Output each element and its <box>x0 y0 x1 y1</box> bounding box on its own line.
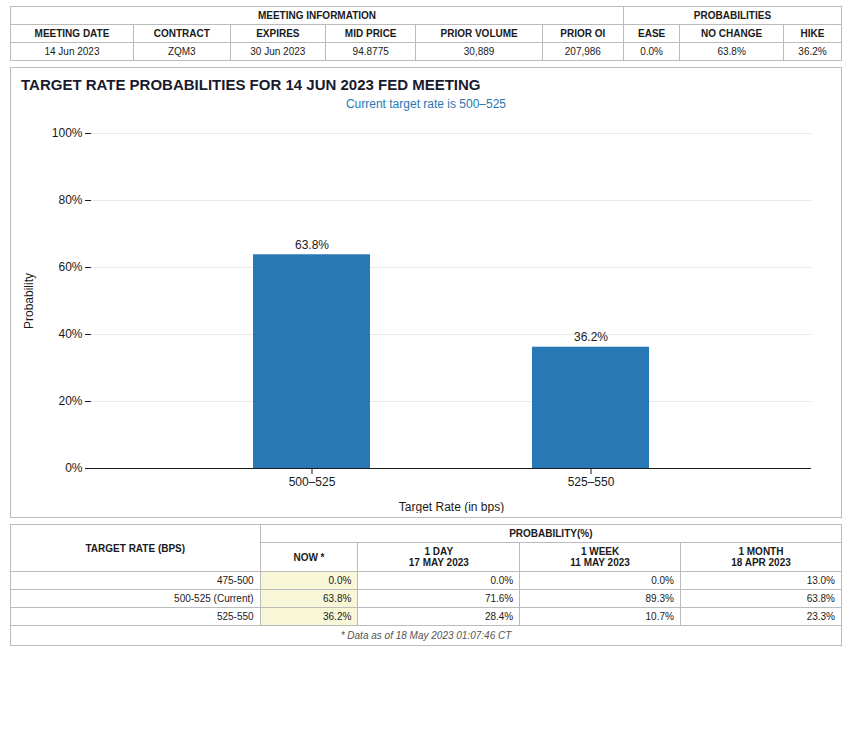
html-text:PRIOR VOLUME: PRIOR VOLUME <box>440 28 518 39</box>
html-text:13.0%: 13.0% <box>806 575 835 586</box>
html-text:Current target rate is 500–525: Current target rate is 500–525 <box>345 97 506 111</box>
html-text:MEETING INFORMATION: MEETING INFORMATION <box>257 10 376 21</box>
html-text:36.2%: 36.2% <box>323 611 352 622</box>
html-text:PROBABILITY(%): PROBABILITY(%) <box>509 528 593 539</box>
html-text:71.6%: 71.6% <box>484 593 514 604</box>
html-text:1 MONTH 18 APR 2023: 1 MONTH 18 APR 2023 <box>731 546 791 568</box>
svg-text:20%: 20% <box>58 394 82 408</box>
html-text:MEETING DATE: MEETING DATE <box>34 28 110 39</box>
svg-text:40%: 40% <box>58 327 82 341</box>
html-text:63.8%: 63.8% <box>717 46 746 57</box>
html-text:TARGET RATE (BPS): TARGET RATE (BPS) <box>85 542 186 554</box>
html-text:500-525 (Current): 500-525 (Current) <box>174 593 254 604</box>
svg-text:Probability: Probability <box>22 273 36 329</box>
svg-text:63.8%: 63.8% <box>295 238 329 252</box>
svg-text:100%: 100% <box>52 126 83 140</box>
html-text:94.8775: 94.8775 <box>352 46 389 57</box>
html-text:0.0%: 0.0% <box>328 575 352 586</box>
svg-text:36.2%: 36.2% <box>574 330 608 344</box>
html-text:30 Jun 2023: 30 Jun 2023 <box>250 46 306 57</box>
html-text:23.3%: 23.3% <box>806 611 835 622</box>
html-text:1 DAY 17 MAY 2023: 1 DAY 17 MAY 2023 <box>408 546 469 568</box>
html-text:10.7%: 10.7% <box>645 611 674 622</box>
html-text:63.8%: 63.8% <box>806 593 835 604</box>
svg-text:80%: 80% <box>58 193 82 207</box>
svg-text:60%: 60% <box>58 260 82 274</box>
html-text:63.8%: 63.8% <box>323 593 352 604</box>
html-text:EXPIRES: EXPIRES <box>256 28 300 39</box>
html-text:* Data as of 18 May 2023 01:07: * Data as of 18 May 2023 01:07:46 CT <box>340 630 512 641</box>
html-text:MID PRICE: MID PRICE <box>344 28 397 39</box>
html-text:30,889: 30,889 <box>463 46 495 57</box>
html-text:207,986: 207,986 <box>564 46 601 57</box>
html-text:525-550: 525-550 <box>216 611 254 622</box>
html-text:89.3%: 89.3% <box>645 593 674 604</box>
html-text:0.0%: 0.0% <box>490 575 514 586</box>
html-text:NOW *: NOW * <box>293 551 325 563</box>
html-text:EASE: EASE <box>638 28 666 39</box>
svg-text:500–525: 500–525 <box>289 475 336 489</box>
html-text:0.0%: 0.0% <box>651 575 674 586</box>
html-text:PRIOR OI: PRIOR OI <box>560 28 606 39</box>
svg-text:0%: 0% <box>65 461 83 475</box>
html-text:TARGET RATE PROBABILITIES FOR: TARGET RATE PROBABILITIES FOR 14 JUN 202… <box>21 76 481 93</box>
html-text:PROBABILITIES: PROBABILITIES <box>693 10 772 21</box>
html-text:36.2%: 36.2% <box>798 46 827 57</box>
html-text:CONTRACT: CONTRACT <box>153 28 210 39</box>
html-text:1 WEEK 11 MAY 2023: 1 WEEK 11 MAY 2023 <box>570 546 630 568</box>
html-text:14 Jun 2023: 14 Jun 2023 <box>44 46 100 57</box>
svg-text:Target Rate (in bps): Target Rate (in bps) <box>399 500 504 514</box>
html-text:ZQM3: ZQM3 <box>167 46 196 57</box>
html-text:28.4%: 28.4% <box>484 611 514 622</box>
html-text:475-500: 475-500 <box>216 575 254 586</box>
html-text:HIKE: HIKE <box>800 28 825 39</box>
html-text:NO CHANGE: NO CHANGE <box>701 28 763 39</box>
svg-text:525–550: 525–550 <box>568 475 615 489</box>
html-text:0.0%: 0.0% <box>640 46 663 57</box>
